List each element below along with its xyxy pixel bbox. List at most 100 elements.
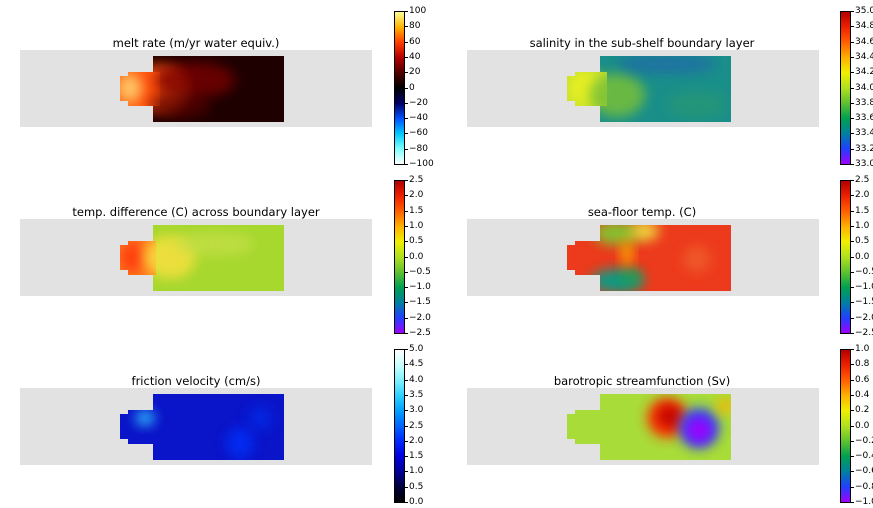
saline-east bbox=[667, 91, 727, 119]
colorbar-tick-mark bbox=[405, 287, 408, 289]
ice-shelf-domain bbox=[120, 56, 284, 122]
colorbar-tick-label: 4.0 bbox=[409, 374, 424, 385]
colorbar bbox=[840, 180, 851, 334]
colorbar-tick-mark bbox=[405, 210, 408, 212]
colorbar-tick-label: 33.6 bbox=[855, 113, 873, 124]
colorbar-tick-mark bbox=[851, 364, 854, 366]
inlet-warm bbox=[120, 241, 144, 273]
colorbar-tick-mark bbox=[405, 349, 408, 350]
colorbar-tick-mark bbox=[851, 72, 854, 74]
colorbar-tick-mark bbox=[851, 180, 854, 181]
colorbar-tick-label: 34.8 bbox=[855, 21, 873, 32]
colorbar-tick-mark bbox=[405, 11, 408, 12]
colorbar-tick-label: 3.0 bbox=[409, 405, 424, 416]
colorbar-tick-mark bbox=[405, 256, 408, 258]
colorbar-tick-mark bbox=[851, 394, 854, 396]
colorbar-tick-mark bbox=[405, 456, 408, 458]
heatmap-svg bbox=[120, 394, 284, 460]
colorbar-tick-label: −2.0 bbox=[409, 312, 431, 323]
streak-north bbox=[175, 232, 255, 256]
colorbar-tick-mark bbox=[405, 241, 408, 243]
saline-north bbox=[617, 56, 717, 74]
ice-shelf-domain bbox=[567, 394, 731, 460]
colorbar-tick-label: 0.5 bbox=[409, 236, 424, 247]
melt-plume bbox=[155, 62, 235, 98]
colorbar-tick-label: −0.8 bbox=[855, 481, 873, 492]
heatmap-svg bbox=[567, 225, 731, 291]
colorbar-tick-label: −2.0 bbox=[855, 312, 873, 323]
colorbar-tick-label: 34.4 bbox=[855, 51, 873, 62]
colorbar-tick-mark bbox=[851, 502, 854, 503]
heatmap-plot bbox=[467, 219, 819, 296]
panel-title: salinity in the sub-shelf boundary layer bbox=[529, 36, 755, 50]
colorbar-tick-mark bbox=[851, 195, 854, 197]
colorbar-tick-label: 35.0 bbox=[855, 6, 873, 16]
colorbar-tick-mark bbox=[851, 164, 854, 165]
colorbar-tick-label: 2.5 bbox=[409, 175, 424, 185]
colorbar bbox=[840, 349, 851, 503]
heatmap-plot bbox=[467, 50, 819, 127]
colorbar-tick-label: 60 bbox=[409, 36, 421, 47]
colorbar-tick-mark bbox=[405, 41, 408, 43]
colorbar-tick-mark bbox=[405, 180, 408, 181]
colorbar-tick-mark bbox=[405, 364, 408, 366]
gyre-small bbox=[717, 398, 731, 414]
colorbar bbox=[394, 180, 405, 334]
colorbar-tick-mark bbox=[405, 425, 408, 427]
colorbar-tick-mark bbox=[405, 148, 408, 150]
colorbar-tick-mark bbox=[851, 456, 854, 458]
colorbar-tick-mark bbox=[405, 271, 408, 273]
colorbar-tick-label: 100 bbox=[409, 6, 427, 16]
inlet-melt bbox=[120, 74, 142, 102]
colorbar-tick-label: −1.0 bbox=[409, 282, 431, 293]
colorbar-tick-label: 1.0 bbox=[409, 220, 424, 231]
colorbar-tick-mark bbox=[851, 210, 854, 212]
colorbar-tick-label: −0.5 bbox=[409, 266, 431, 277]
colorbar-tick-mark bbox=[851, 56, 854, 58]
colorbar-tick-label: 3.5 bbox=[409, 389, 424, 400]
colorbar-tick-mark bbox=[405, 302, 408, 304]
colorbar-tick-mark bbox=[851, 148, 854, 150]
eddy-warm bbox=[683, 245, 711, 273]
colorbar-tick-label: 0.2 bbox=[855, 405, 870, 416]
cold-north-1 bbox=[593, 225, 641, 245]
colorbar-tick-label: 0.5 bbox=[409, 481, 424, 492]
colorbar-tick-label: 0.0 bbox=[855, 420, 870, 431]
panel-title: temp. difference (C) across boundary lay… bbox=[72, 205, 320, 219]
colorbar-tick-label: −0.4 bbox=[855, 451, 873, 462]
colorbar-tick-label: 1.5 bbox=[855, 205, 870, 216]
colorbar-tick-label: −1.5 bbox=[409, 297, 431, 308]
colorbar-tick-label: −1.0 bbox=[855, 282, 873, 293]
colorbar-tick-label: 1.0 bbox=[855, 344, 870, 354]
colorbar-tick-mark bbox=[851, 102, 854, 104]
colorbar-tick-mark bbox=[851, 287, 854, 289]
colorbar-tick-mark bbox=[405, 486, 408, 488]
colorbar-tick-label: −2.5 bbox=[409, 328, 431, 338]
colorbar-tick-mark bbox=[851, 133, 854, 135]
heatmap-plot bbox=[20, 219, 372, 296]
warm-core bbox=[621, 239, 633, 267]
colorbar-tick-label: 1.0 bbox=[855, 220, 870, 231]
colorbar-tick-label: 34.6 bbox=[855, 36, 873, 47]
colorbar-tick-label: −0.6 bbox=[855, 466, 873, 477]
colorbar-tick-mark bbox=[405, 72, 408, 74]
colorbar-tick-mark bbox=[405, 440, 408, 442]
colorbar-tick-label: 0.0 bbox=[855, 251, 870, 262]
melt-plume-low bbox=[150, 91, 210, 119]
heatmap-svg bbox=[120, 225, 284, 291]
colorbar-tick-mark bbox=[851, 11, 854, 12]
heatmap-plot bbox=[20, 388, 372, 465]
colorbar-tick-label: −1.0 bbox=[855, 497, 873, 507]
colorbar-tick-label: 0.4 bbox=[855, 389, 870, 400]
colorbar-tick-label: 2.0 bbox=[855, 190, 870, 201]
colorbar-tick-mark bbox=[851, 486, 854, 488]
colorbar-tick-mark bbox=[851, 41, 854, 43]
colorbar-tick-label: −2.5 bbox=[855, 328, 873, 338]
colorbar-tick-label: 2.0 bbox=[409, 435, 424, 446]
colorbar-tick-mark bbox=[851, 271, 854, 273]
colorbar-tick-label: −40 bbox=[409, 113, 428, 124]
colorbar-tick-label: 33.2 bbox=[855, 143, 873, 154]
colorbar-tick-mark bbox=[851, 425, 854, 427]
gyre-negative-core bbox=[686, 417, 712, 443]
colorbar-tick-mark bbox=[851, 440, 854, 442]
